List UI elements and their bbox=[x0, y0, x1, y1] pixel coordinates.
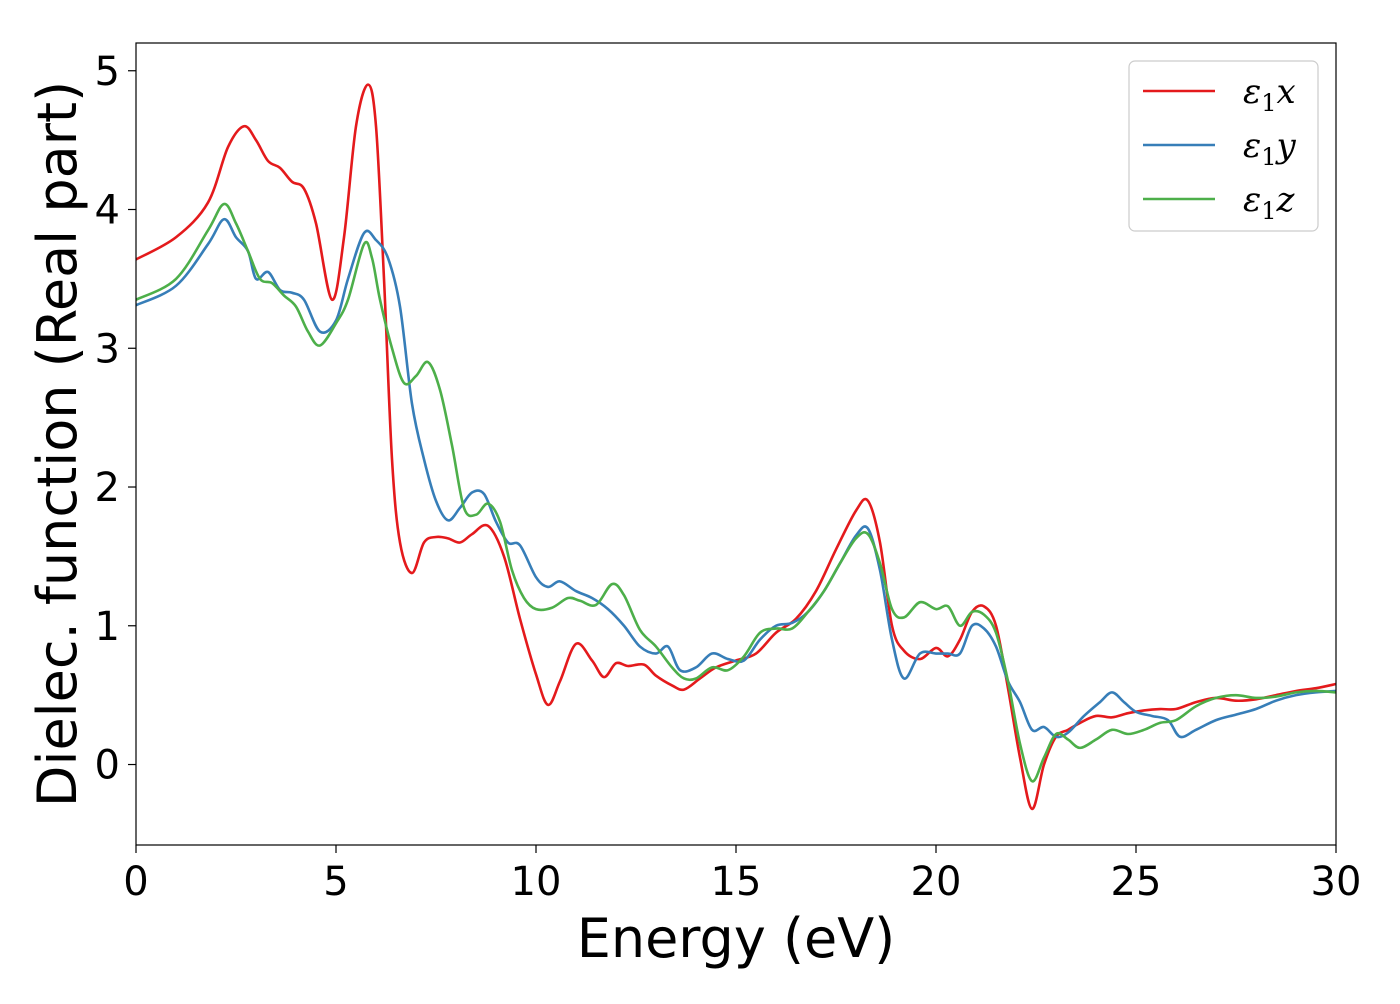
series-line-x bbox=[135, 83, 1337, 811]
legend-label-z: ε1z bbox=[1243, 180, 1296, 225]
x-tick-label: 15 bbox=[711, 859, 762, 905]
x-tick-label: 30 bbox=[1311, 859, 1362, 905]
series-line-y bbox=[135, 217, 1337, 739]
y-tick-label: 5 bbox=[95, 49, 120, 95]
x-tick-label: 20 bbox=[911, 859, 962, 905]
x-axis-ticks: 0 5 10 15 20 25 30 bbox=[123, 845, 1361, 905]
legend-label-y: ε1y bbox=[1243, 126, 1297, 171]
x-axis-label: Energy (eV) bbox=[577, 907, 896, 970]
series-lines bbox=[135, 83, 1337, 811]
y-tick-label: 0 bbox=[95, 743, 120, 789]
legend-label-x: ε1x bbox=[1243, 72, 1296, 117]
x-tick-label: 0 bbox=[123, 859, 148, 905]
y-tick-label: 4 bbox=[95, 188, 120, 234]
y-tick-label: 2 bbox=[95, 465, 120, 511]
x-tick-label: 5 bbox=[323, 859, 348, 905]
legend: ε1x ε1y ε1z bbox=[1128, 60, 1319, 232]
x-tick-label: 25 bbox=[1111, 859, 1162, 905]
y-axis-ticks: 0 1 2 3 4 5 bbox=[95, 49, 136, 789]
x-tick-label: 10 bbox=[511, 859, 562, 905]
y-tick-label: 3 bbox=[95, 326, 120, 372]
legend-box bbox=[1128, 60, 1319, 232]
series-line-z bbox=[135, 202, 1337, 783]
y-tick-label: 1 bbox=[95, 604, 120, 650]
y-axis-label: Dielec. function (Real part) bbox=[26, 81, 89, 807]
